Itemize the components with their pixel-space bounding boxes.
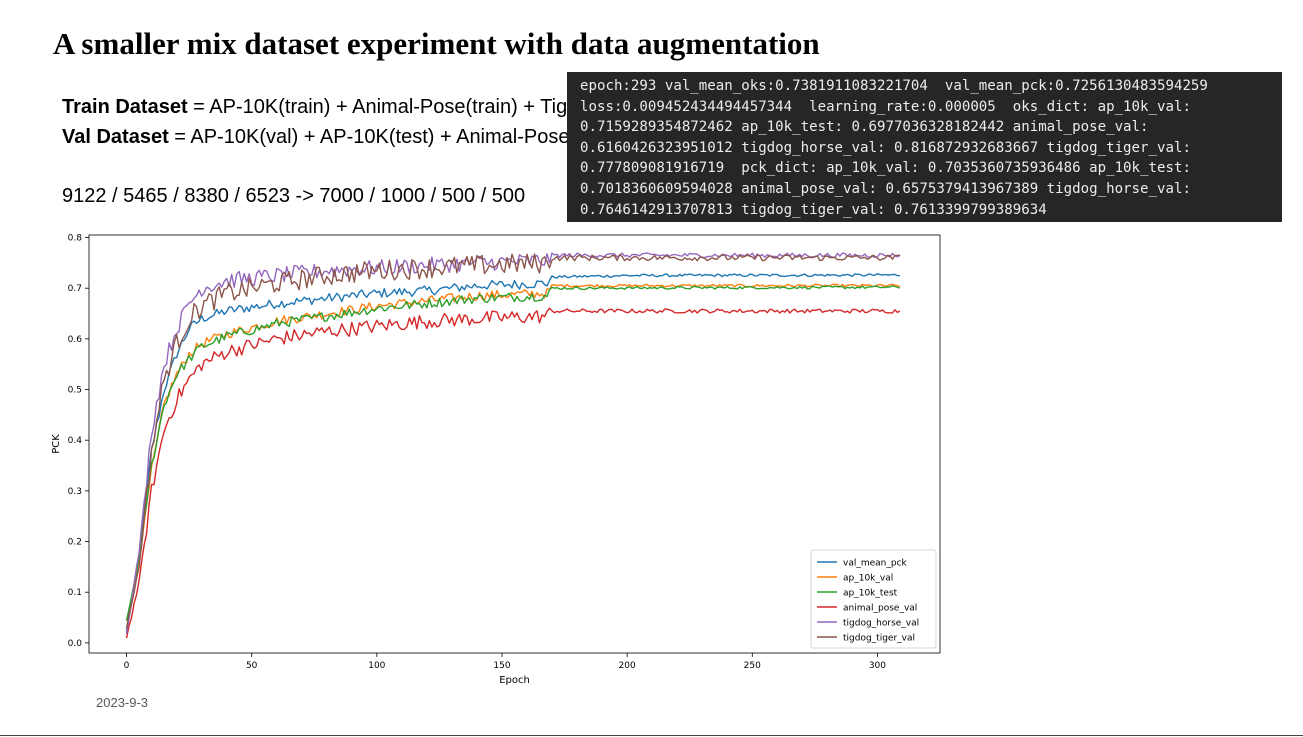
terminal-line: 0.777809081916719 pck_dict: ap_10k_val: … <box>580 160 1191 177</box>
y-tick-label: 0.3 <box>68 487 82 497</box>
terminal-line: 0.7018360609594028 animal_pose_val: 0.65… <box>580 180 1191 197</box>
legend-label: ap_10k_val <box>843 574 893 584</box>
series-line-val_mean_pck <box>125 273 901 633</box>
plot-frame <box>88 234 941 654</box>
legend-label: animal_pose_val <box>843 604 917 614</box>
y-tick-label: 0.6 <box>68 335 83 345</box>
legend-label: val_mean_pck <box>843 559 908 569</box>
terminal-line: epoch:293 val_mean_oks:0.738191108322170… <box>580 78 1208 94</box>
terminal-line: 0.6160426323951012 tigdog_horse_val: 0.8… <box>580 139 1191 156</box>
y-tick-label: 0.8 <box>68 234 83 244</box>
y-axis-label: PCK <box>51 434 62 454</box>
legend-box <box>810 549 937 649</box>
slide-date: 2023-9-3 <box>96 695 149 710</box>
y-tick-label: 0.5 <box>68 386 82 396</box>
series-line-ap_10k_val <box>125 283 901 630</box>
dataset-counts: 9122 / 5465 / 8380 / 6523 -> 7000 / 1000… <box>62 185 526 207</box>
series-line-ap_10k_test <box>125 285 901 621</box>
x-axis-label: Epoch <box>499 675 530 686</box>
terminal-output: epoch:293 val_mean_oks:0.738191108322170… <box>567 72 1282 222</box>
legend-label: tigdog_tiger_val <box>843 634 915 644</box>
x-tick-label: 150 <box>493 661 510 671</box>
pck-line-chart: 0 50 100 150 200 250 300 0.0 0.1 0.2 0.3 0.4 0.5 0.6 0… <box>51 234 941 686</box>
y-tick-label: 0.7 <box>68 284 82 294</box>
val-dataset-label: Val Dataset <box>62 126 169 148</box>
bottom-divider <box>0 735 1303 736</box>
terminal-line: 0.7646142913707813 tigdog_tiger_val: 0.7… <box>580 201 1047 218</box>
terminal-line: 0.7159289354872462 ap_10k_test: 0.697703… <box>580 119 1149 136</box>
terminal-text: epoch:293 val_mean_oks:0.738191108322170… <box>580 76 1282 220</box>
series-line-animal_pose_val <box>125 307 901 639</box>
x-tick-label: 250 <box>744 661 761 671</box>
x-tick-label: 200 <box>619 661 636 671</box>
legend-label: ap_10k_test <box>843 589 898 599</box>
slide-title: A smaller mix dataset experiment with da… <box>53 26 820 61</box>
x-tick-label: 50 <box>246 661 258 671</box>
y-tick-label: 0.2 <box>68 538 82 548</box>
series-line-tigdog_tiger_val <box>125 253 901 630</box>
x-tick-label: 100 <box>368 661 385 671</box>
y-tick-label: 0.0 <box>68 639 83 649</box>
y-tick-label: 0.4 <box>68 436 83 446</box>
x-tick-label: 300 <box>869 661 886 671</box>
train-dataset-label: Train Dataset <box>62 96 188 118</box>
y-tick-label: 0.1 <box>68 588 82 598</box>
legend-label: tigdog_horse_val <box>843 619 919 629</box>
terminal-line: loss:0.009452434494457344 learning_rate:… <box>580 98 1191 115</box>
x-tick-label: 0 <box>124 661 130 671</box>
